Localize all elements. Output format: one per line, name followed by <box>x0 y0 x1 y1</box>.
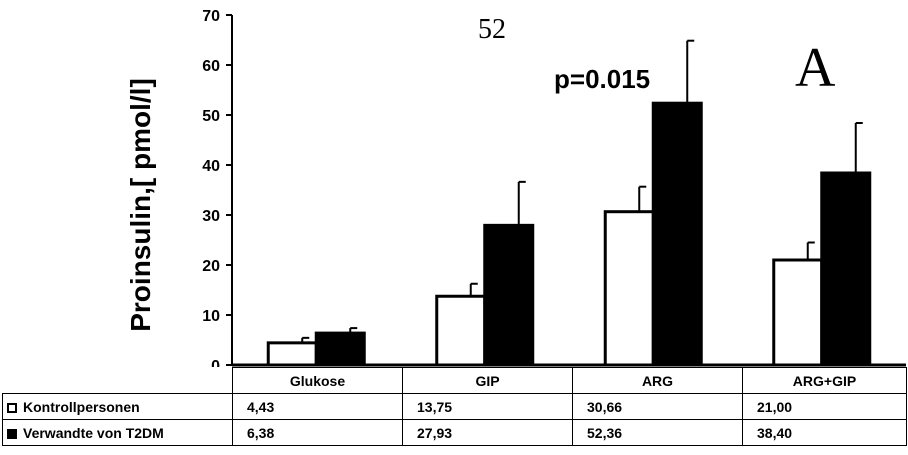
table-header-row: Glukose GIP ARG ARG+GIP <box>2 367 907 394</box>
bar-kontroll <box>435 294 487 367</box>
bar-verwandte <box>651 101 703 367</box>
table-row: Kontrollpersonen 4,43 13,75 30,66 21,00 <box>2 393 907 420</box>
p-value-annotation: p=0.015 <box>554 64 650 94</box>
legend-swatch-white <box>7 402 17 413</box>
legend-row-label: Kontrollpersonen <box>2 393 233 420</box>
table-cell: 21,00 <box>742 393 907 420</box>
table-corner-cell <box>2 367 233 394</box>
y-tick-label: 60 <box>202 58 220 75</box>
y-tick-label: 10 <box>202 308 220 325</box>
data-table: Glukose GIP ARG ARG+GIP Kontrollpersonen… <box>2 367 907 446</box>
table-cell: 30,66 <box>572 393 743 420</box>
y-tick-label: 40 <box>202 158 220 175</box>
legend-row-label: Verwandte von T2DM <box>2 419 233 446</box>
table-cell: 27,93 <box>402 419 573 446</box>
legend-swatch-black <box>7 428 17 439</box>
y-tick-label: 30 <box>202 208 220 225</box>
bar-verwandte <box>483 223 535 367</box>
panel-label: A <box>795 37 836 99</box>
y-tick-label: 50 <box>202 108 220 125</box>
category-header-arg-gip: ARG+GIP <box>742 367 907 394</box>
table-cell: 38,40 <box>742 419 907 446</box>
y-tick-label: 20 <box>202 258 220 275</box>
series-name: Kontrollpersonen <box>23 398 140 415</box>
bar-kontroll <box>772 258 824 367</box>
bars-group <box>266 39 872 367</box>
bar-kontroll <box>603 210 655 367</box>
y-tick-label: 0 <box>211 358 220 367</box>
y-axis-title: Proinsulin,[ pmol/l] <box>125 78 156 332</box>
page-number: 52 <box>478 14 506 45</box>
table-cell: 52,36 <box>572 419 743 446</box>
category-header-glukose: Glukose <box>232 367 403 394</box>
bar-kontroll <box>266 341 318 367</box>
table-cell: 13,75 <box>402 393 573 420</box>
y-tick-label: 70 <box>202 8 220 25</box>
category-header-gip: GIP <box>402 367 573 394</box>
series-name: Verwandte von T2DM <box>23 424 164 441</box>
category-header-arg: ARG <box>572 367 743 394</box>
table-row: Verwandte von T2DM 6,38 27,93 52,36 38,4… <box>2 419 907 446</box>
bar-verwandte <box>314 331 366 367</box>
bar-verwandte <box>820 171 872 367</box>
table-cell: 4,43 <box>232 393 403 420</box>
table-cell: 6,38 <box>232 419 403 446</box>
